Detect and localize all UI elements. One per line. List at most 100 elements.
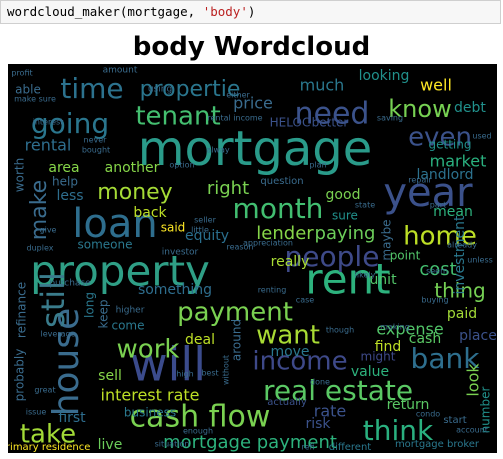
- wordcloud-word: deal: [185, 332, 215, 348]
- wordcloud-word: back: [133, 205, 167, 221]
- wordcloud-word: might: [361, 350, 396, 364]
- wordcloud-word: want: [256, 321, 320, 351]
- wordcloud-word: able: [15, 83, 41, 97]
- wordcloud-word: help: [52, 175, 78, 189]
- wordcloud-word: still: [34, 272, 72, 328]
- code-function-name: wordcloud_maker: [7, 4, 120, 19]
- wordcloud-word: renting: [258, 286, 287, 295]
- wordcloud-word: either: [226, 91, 250, 100]
- wordcloud-word: issue: [26, 408, 47, 417]
- wordcloud-word: come: [111, 319, 144, 333]
- wordcloud-word: alway: [206, 146, 230, 155]
- wordcloud-word: condo: [416, 410, 440, 419]
- wordcloud-word: mean: [433, 204, 473, 220]
- wordcloud-word: thing: [434, 279, 485, 303]
- wordcloud-word: right: [207, 178, 249, 199]
- wordcloud-word: year: [383, 170, 473, 216]
- wordcloud-word: mortgage: [138, 121, 373, 177]
- wordcloud-word: buying: [421, 296, 448, 305]
- wordcloud-word: account: [456, 426, 488, 435]
- wordcloud-word: seller: [194, 216, 216, 225]
- wordcloud-word: question: [260, 176, 303, 187]
- wordcloud-word: rental: [25, 136, 72, 155]
- wordcloud-word: investor: [162, 248, 199, 258]
- wordcloud-word: plan: [309, 161, 326, 170]
- wordcloud-word: mortgage payment: [163, 432, 337, 453]
- wordcloud-word: bought: [82, 146, 110, 155]
- wordcloud-background: [8, 64, 497, 453]
- wordcloud-word: people: [285, 240, 380, 273]
- wordcloud-word: sure: [332, 209, 358, 223]
- wordcloud-word: loan: [72, 201, 157, 247]
- wordcloud-word: investment: [452, 215, 468, 295]
- wordcloud-word: enough: [183, 427, 213, 436]
- wordcloud-word: seem: [426, 267, 448, 276]
- wordcloud-word: value: [351, 364, 389, 380]
- wordcloud-word: income: [252, 347, 347, 377]
- code-cell[interactable]: wordcloud_maker(mortgage, 'body'): [0, 0, 501, 24]
- wordcloud-word: price: [233, 94, 273, 113]
- wordcloud-word: look: [464, 363, 483, 397]
- wordcloud-word: little: [191, 226, 209, 235]
- wordcloud-word: best: [201, 369, 218, 378]
- wordcloud-word: number: [479, 387, 493, 434]
- code-close-paren: ): [247, 4, 256, 19]
- wordcloud-word: time: [60, 72, 123, 105]
- wordcloud-word: though: [326, 326, 354, 335]
- wordcloud-word: saving: [377, 114, 403, 123]
- wordcloud-word: cost: [419, 259, 456, 280]
- wordcloud-word: amount: [103, 66, 138, 76]
- wordcloud-word: lender: [256, 223, 314, 244]
- wordcloud-word: cash: [409, 331, 441, 347]
- wordcloud-word: return: [387, 397, 430, 413]
- wordcloud-word: maybe: [380, 219, 394, 260]
- wordcloud-word: interest: [33, 118, 64, 127]
- wordcloud-word: real estate: [263, 374, 413, 407]
- wordcloud-word: leverage: [41, 330, 76, 339]
- wordcloud-word: unless: [467, 256, 493, 265]
- wordcloud-word: done: [310, 378, 330, 387]
- wordcloud-word: need: [295, 97, 370, 132]
- wordcloud-word: purchase: [49, 279, 91, 289]
- wordcloud-word: option: [169, 161, 194, 170]
- wordcloud-word: likely: [355, 271, 376, 280]
- wordcloud-word: make: [27, 180, 52, 240]
- wordcloud-word: expense: [376, 320, 443, 339]
- wordcloud-word: situation: [155, 440, 190, 449]
- wordcloud-word: sell: [98, 368, 122, 384]
- wordcloud-word: probably: [13, 349, 27, 402]
- wordcloud-word: used: [472, 132, 491, 141]
- wordcloud-word: part: [430, 201, 446, 210]
- wordcloud-word: appreciation: [243, 239, 293, 248]
- wordcloud-word: area: [48, 160, 79, 176]
- wordcloud-word: payment: [177, 298, 293, 328]
- wordcloud-word: primary residence: [8, 442, 90, 453]
- wordcloud-canvas: mortgage property will rent year loan house sti…: [8, 64, 497, 453]
- wordcloud-word: someone: [78, 238, 133, 252]
- wordcloud-word: know: [388, 95, 451, 123]
- wordcloud-word: much: [300, 76, 345, 95]
- wordcloud-word: work: [117, 335, 180, 365]
- wordcloud-word: live: [98, 437, 123, 453]
- wordcloud-word: higher: [116, 306, 145, 316]
- wordcloud-word: tenant: [135, 102, 220, 132]
- wordcloud-word: first: [58, 410, 86, 426]
- wordcloud-word: well: [420, 76, 452, 95]
- wordcloud-word: refinance: [15, 282, 29, 338]
- wordcloud-word: interest rate: [101, 386, 200, 405]
- wordcloud-word: paid: [447, 306, 477, 322]
- wordcloud-word: even: [408, 123, 472, 153]
- wordcloud-word: keep: [97, 300, 111, 329]
- wordcloud-word: another: [105, 160, 160, 176]
- wordcloud-word: worth: [13, 158, 27, 192]
- wordcloud-word: find: [375, 339, 402, 355]
- wordcloud-word: debt: [454, 100, 486, 116]
- wordcloud-word: duplex: [27, 244, 54, 253]
- wordcloud-word: around: [230, 319, 244, 361]
- wordcloud-word: rental income: [207, 114, 262, 123]
- wordcloud-word: risk: [305, 416, 331, 432]
- wordcloud-word: said: [161, 221, 186, 235]
- wordcloud-svg: mortgage property will rent year loan housesti…: [8, 64, 497, 453]
- wordcloud-word: think: [363, 414, 434, 447]
- wordcloud-word: cash flow: [130, 400, 271, 435]
